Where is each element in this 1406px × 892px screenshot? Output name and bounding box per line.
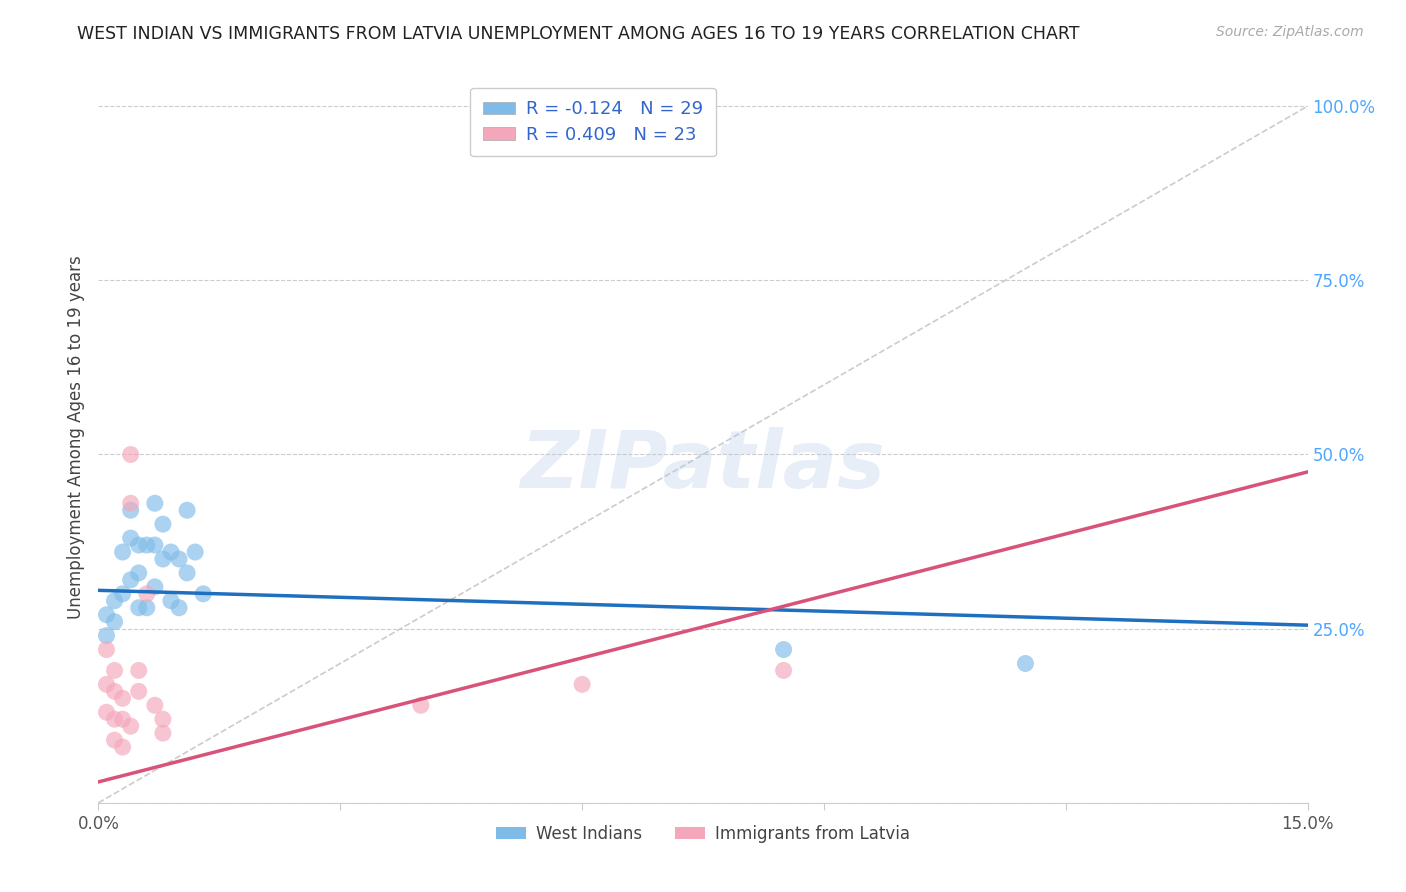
Point: [152, 712, 174, 726]
Text: WEST INDIAN VS IMMIGRANTS FROM LATVIA UNEMPLOYMENT AMONG AGES 16 TO 19 YEARS COR: WEST INDIAN VS IMMIGRANTS FROM LATVIA UN…: [77, 25, 1080, 43]
Point: [120, 531, 142, 545]
Point: [409, 698, 432, 713]
Point: [128, 538, 150, 552]
Point: [111, 740, 134, 755]
Point: [96, 629, 118, 643]
Point: [120, 719, 142, 733]
Point: [103, 684, 125, 698]
Point: [128, 664, 150, 678]
Point: [96, 677, 118, 691]
Legend: West Indians, Immigrants from Latvia: West Indians, Immigrants from Latvia: [489, 818, 917, 849]
Point: [135, 538, 157, 552]
Y-axis label: Unemployment Among Ages 16 to 19 years: Unemployment Among Ages 16 to 19 years: [66, 255, 84, 619]
Point: [160, 545, 183, 559]
Point: [111, 587, 134, 601]
Point: [120, 573, 142, 587]
Point: [120, 496, 142, 510]
Point: [103, 712, 125, 726]
Point: [128, 600, 150, 615]
Point: [176, 503, 198, 517]
Point: [160, 594, 183, 608]
Point: [120, 503, 142, 517]
Point: [152, 552, 174, 566]
Point: [167, 600, 190, 615]
Text: Source: ZipAtlas.com: Source: ZipAtlas.com: [1216, 25, 1364, 39]
Point: [120, 448, 142, 462]
Point: [184, 545, 207, 559]
Point: [143, 580, 166, 594]
Point: [103, 733, 125, 747]
Point: [128, 684, 150, 698]
Point: [176, 566, 198, 580]
Point: [571, 677, 593, 691]
Point: [103, 615, 125, 629]
Point: [111, 712, 134, 726]
Point: [111, 691, 134, 706]
Point: [135, 587, 157, 601]
Point: [96, 705, 118, 719]
Point: [143, 698, 166, 713]
Point: [152, 726, 174, 740]
Point: [135, 600, 157, 615]
Point: [103, 664, 125, 678]
Point: [111, 545, 134, 559]
Point: [143, 496, 166, 510]
Point: [772, 664, 794, 678]
Point: [143, 538, 166, 552]
Text: ZIPatlas: ZIPatlas: [520, 427, 886, 506]
Point: [128, 566, 150, 580]
Point: [1014, 657, 1036, 671]
Point: [96, 607, 118, 622]
Point: [96, 642, 118, 657]
Point: [193, 587, 215, 601]
Point: [167, 552, 190, 566]
Point: [103, 594, 125, 608]
Point: [152, 517, 174, 532]
Point: [772, 642, 794, 657]
